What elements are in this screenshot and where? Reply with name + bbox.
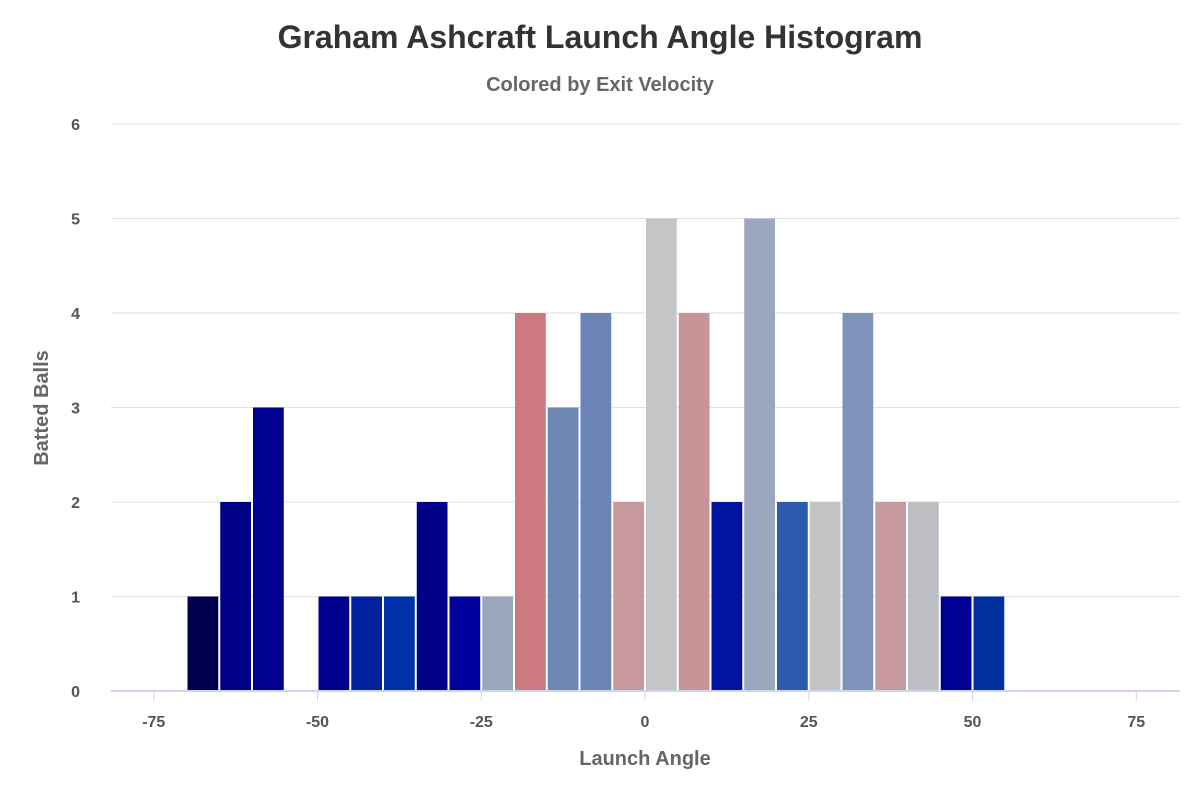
histogram-bar[interactable] [318, 596, 350, 692]
histogram-bar[interactable] [809, 502, 841, 691]
histogram-bar[interactable] [384, 596, 415, 692]
histogram-bar[interactable] [940, 596, 972, 692]
x-tick-label: 75 [1127, 714, 1145, 731]
chart-subtitle: Colored by Exit Velocity [486, 74, 715, 96]
histogram-bar[interactable] [973, 596, 1005, 692]
histogram-bar[interactable] [515, 313, 546, 691]
histogram-bar[interactable] [646, 218, 677, 692]
histogram-bar[interactable] [711, 502, 743, 691]
x-axis-label: Launch Angle [579, 748, 710, 770]
x-tick-label: -25 [470, 714, 493, 731]
x-axis-ticks: -75 -50 -25 0 25 50 75 [142, 691, 1145, 731]
histogram-bar[interactable] [580, 313, 612, 691]
y-tick-label: 3 [71, 401, 80, 418]
histogram-bar[interactable] [777, 502, 808, 691]
y-tick-label: 6 [71, 117, 80, 134]
histogram-bar[interactable] [220, 502, 251, 691]
histogram-bar[interactable] [482, 596, 513, 692]
y-axis-ticks: 0 1 2 3 4 5 6 [71, 117, 80, 701]
x-tick-label: 0 [641, 714, 650, 731]
y-axis-label: Batted Balls [31, 350, 53, 466]
histogram-bar[interactable] [908, 502, 939, 691]
y-tick-label: 4 [71, 306, 80, 323]
y-tick-label: 2 [71, 495, 80, 512]
histogram-bar[interactable] [842, 313, 874, 691]
x-tick-label: 25 [800, 714, 818, 731]
histogram-bar[interactable] [678, 313, 710, 691]
histogram-bar[interactable] [416, 502, 448, 691]
bars [187, 218, 1005, 692]
histogram-bar[interactable] [613, 502, 644, 691]
x-tick-label: -75 [142, 714, 165, 731]
histogram-bar[interactable] [351, 596, 382, 692]
histogram-bar[interactable] [744, 218, 775, 692]
y-tick-label: 5 [71, 212, 80, 229]
histogram-bar[interactable] [875, 502, 906, 691]
y-tick-label: 1 [71, 590, 80, 607]
histogram-bar[interactable] [547, 407, 579, 692]
x-tick-label: 50 [964, 714, 982, 731]
histogram-bar[interactable] [187, 596, 219, 692]
x-tick-label: -50 [306, 714, 329, 731]
histogram-bar[interactable] [253, 407, 284, 692]
histogram-bar[interactable] [449, 596, 481, 692]
chart-title: Graham Ashcraft Launch Angle Histogram [278, 19, 923, 55]
y-tick-label: 0 [71, 684, 80, 701]
